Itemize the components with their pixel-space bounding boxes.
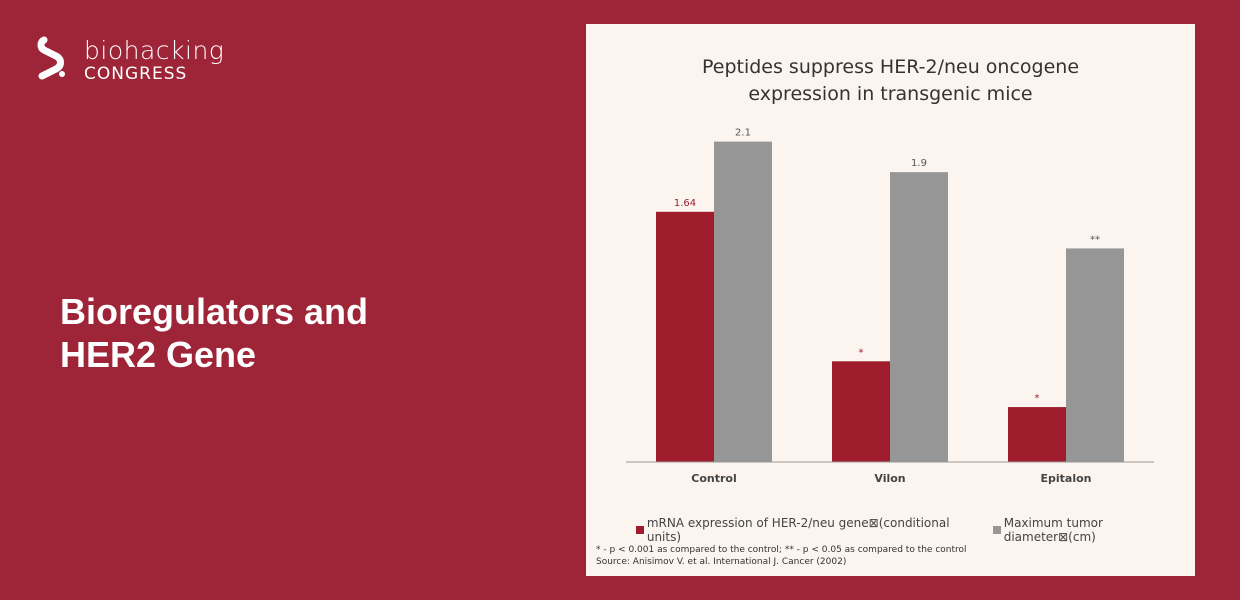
bar-vilon-series-2 (890, 172, 948, 463)
chart-footnote: * - p < 0.001 as compared to the control… (596, 544, 967, 568)
chart-title-line-1: Peptides suppress HER-2/neu oncogene (701, 56, 1080, 78)
page-title-line-1: Bioregulators and (60, 291, 369, 332)
legend-swatch-tumor (992, 526, 1001, 534)
footnote-source: Source: Anisimov V. et al. International… (596, 557, 847, 567)
bar-epitalon-series-1 (1008, 407, 1066, 462)
brand-logo: biohacking CONGRESS (36, 36, 224, 84)
page-title-line-2: HER2 Gene (60, 334, 257, 376)
chart-legend: mRNA expression of HER-2/neu gene⊠(condi… (636, 516, 1195, 544)
data-label-vilon-series-1: * (859, 347, 864, 358)
page-title: Bioregulators and HER2 Gene (60, 290, 480, 376)
biohacking-s-logo-icon (37, 36, 65, 80)
data-label-control-series-2: 2.1 (735, 128, 751, 139)
footnote-significance: * - p < 0.001 as compared to the control… (596, 545, 967, 555)
x-tick-label-vilon: Vilon (874, 472, 905, 485)
legend-item-tumor: Maximum tumor diameter⊠(cm) (992, 516, 1195, 544)
x-tick-label-control: Control (691, 472, 736, 485)
bar-vilon-series-1 (832, 361, 890, 462)
data-label-epitalon-series-2: ** (1090, 234, 1100, 245)
brand-name-top: biohacking (84, 35, 225, 65)
legend-label-mrna: mRNA expression of HER-2/neu gene⊠(condi… (646, 516, 950, 544)
chart-title: Peptides suppress HER-2/neu oncogene exp… (586, 54, 1195, 108)
bar-control-series-2 (714, 141, 772, 462)
x-tick-label-epitalon: Epitalon (1041, 472, 1092, 485)
chart-card: Peptides suppress HER-2/neu oncogene exp… (586, 24, 1195, 576)
legend-swatch-mrna (636, 526, 644, 534)
data-label-vilon-series-2: 1.9 (911, 158, 927, 169)
brand-name-bottom: CONGRESS (84, 63, 188, 84)
chart-title-line-2: expression in transgenic mice (748, 83, 1033, 105)
legend-label-tumor: Maximum tumor diameter⊠(cm) (1003, 516, 1103, 544)
legend-item-mrna: mRNA expression of HER-2/neu gene⊠(condi… (636, 516, 981, 544)
bar-epitalon-series-2 (1066, 248, 1124, 462)
data-label-control-series-1: 1.64 (674, 198, 696, 209)
data-label-epitalon-series-1: * (1035, 393, 1040, 404)
bar-control-series-1 (656, 211, 714, 462)
